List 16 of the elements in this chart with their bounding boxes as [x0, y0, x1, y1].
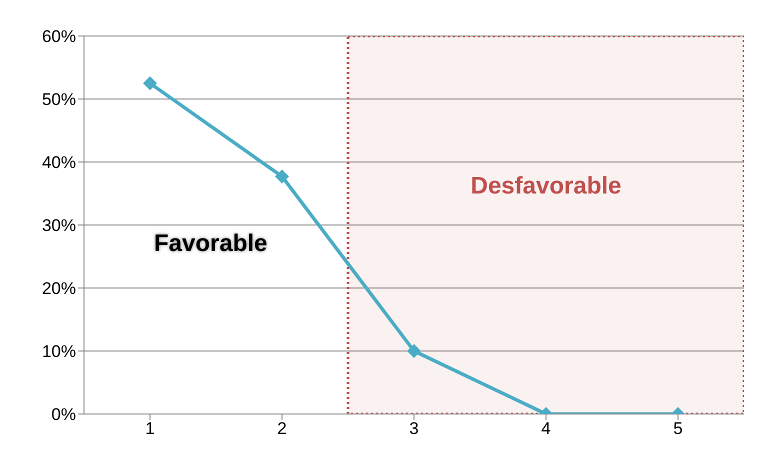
y-tick-label: 30% [42, 216, 76, 236]
y-tick-label: 0% [51, 405, 76, 424]
y-tick-label: 40% [42, 153, 76, 172]
point [143, 76, 157, 90]
annotation: Favorable [154, 230, 268, 258]
x-tick-label: 1 [145, 419, 155, 438]
x-tick-label: 2 [277, 419, 287, 438]
y-tick-label: 50% [42, 90, 76, 110]
y-tick-label: 60% [42, 27, 76, 46]
band-label: Desfavorable [470, 172, 622, 200]
y-tick-label: 10% [42, 342, 76, 362]
x-tick-label: 3 [409, 419, 419, 438]
y-tick-label: 20% [42, 279, 76, 298]
x-tick-label: 5 [673, 419, 683, 438]
x-tick-label: 4 [541, 419, 551, 438]
point [275, 169, 289, 184]
